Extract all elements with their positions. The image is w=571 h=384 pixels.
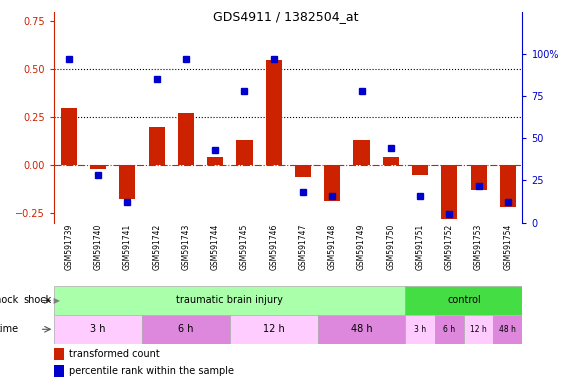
Bar <box>119 165 135 199</box>
Text: 12 h: 12 h <box>470 325 487 334</box>
Bar <box>54 365 64 377</box>
Bar <box>54 286 405 315</box>
Text: transformed count: transformed count <box>69 349 160 359</box>
Bar <box>142 315 230 344</box>
Text: 48 h: 48 h <box>500 325 516 334</box>
Bar <box>441 165 457 219</box>
Text: 6 h: 6 h <box>178 324 194 334</box>
Text: 3 h: 3 h <box>414 325 426 334</box>
Bar <box>236 140 252 165</box>
Bar <box>178 113 194 165</box>
Text: time: time <box>0 324 19 334</box>
Bar <box>383 157 399 165</box>
Bar <box>148 127 164 165</box>
Text: control: control <box>447 295 481 306</box>
Bar <box>207 157 223 165</box>
Bar <box>317 315 405 344</box>
Bar <box>353 140 369 165</box>
Bar <box>405 315 435 344</box>
Text: 12 h: 12 h <box>263 324 284 334</box>
Text: percentile rank within the sample: percentile rank within the sample <box>69 366 234 376</box>
Bar <box>500 165 516 207</box>
Bar <box>90 165 106 169</box>
Bar <box>61 108 77 165</box>
Text: 48 h: 48 h <box>351 324 372 334</box>
Text: shock: shock <box>0 295 19 306</box>
Bar <box>54 315 142 344</box>
Bar <box>464 315 493 344</box>
Bar <box>295 165 311 177</box>
Text: traumatic brain injury: traumatic brain injury <box>176 295 283 306</box>
Bar <box>412 165 428 175</box>
Bar <box>324 165 340 200</box>
Bar <box>54 348 64 360</box>
Bar <box>471 165 486 190</box>
Bar <box>493 315 522 344</box>
Text: ▶: ▶ <box>51 296 61 305</box>
Text: shock: shock <box>23 295 51 306</box>
Bar <box>230 315 317 344</box>
Bar <box>405 286 522 315</box>
Bar <box>266 60 282 165</box>
Text: 6 h: 6 h <box>443 325 455 334</box>
Text: 3 h: 3 h <box>90 324 106 334</box>
Bar <box>435 315 464 344</box>
Text: GDS4911 / 1382504_at: GDS4911 / 1382504_at <box>213 10 358 23</box>
